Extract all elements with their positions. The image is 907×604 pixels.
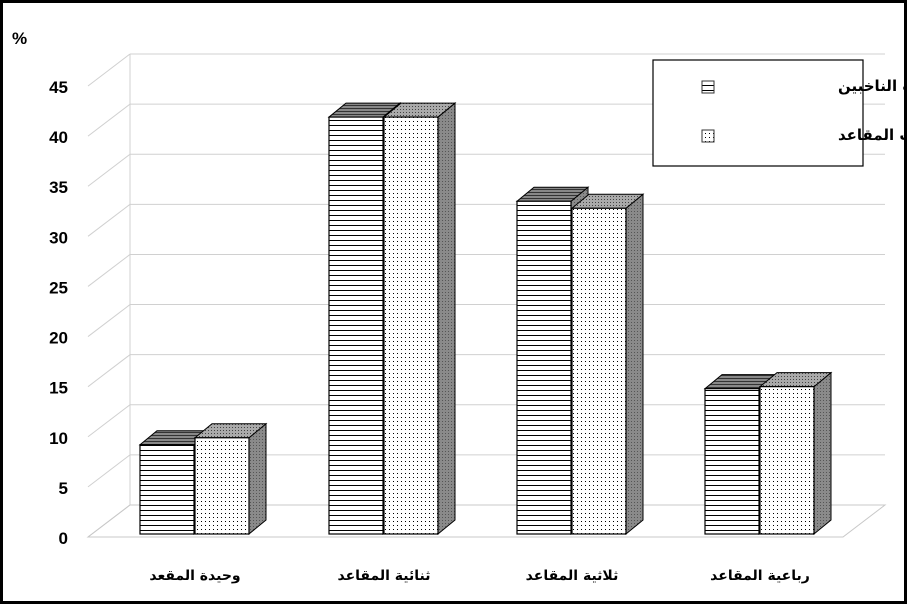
category-label: رباعية المقاعد: [710, 568, 810, 584]
legend-swatch-0: [701, 80, 715, 94]
bar-1-1: [382, 102, 457, 536]
gridline-diagonal-3: [87, 354, 131, 388]
gridline-diagonal-4: [87, 304, 131, 337]
bar-front: [759, 386, 815, 535]
gridline-diagonal-5: [87, 254, 131, 287]
bar-front: [571, 207, 627, 535]
y-tick-label: 15: [49, 379, 68, 398]
y-tick-label: 25: [49, 278, 68, 297]
chart-floor: [86, 504, 887, 538]
bar-front: [516, 200, 572, 535]
y-tick-label: 20: [49, 329, 68, 348]
legend-label-1: نسب المقاعد: [838, 126, 907, 144]
y-tick-label: 10: [49, 429, 68, 448]
category-label: وحيدة المقعد: [149, 568, 240, 584]
y-tick-label: 5: [59, 479, 68, 498]
gridline-diagonal-9: [87, 53, 131, 87]
bar-side: [437, 102, 456, 536]
gridline-diagonal-8: [87, 103, 131, 137]
bars: [138, 102, 833, 536]
y-axis-label: %: [12, 29, 27, 48]
y-tick-label: 40: [49, 128, 68, 147]
legend-box: [652, 59, 864, 167]
bar-1-2: [570, 193, 645, 536]
bar-front: [139, 444, 195, 535]
y-tick-label: 35: [49, 178, 68, 197]
bar-front: [383, 116, 439, 535]
legend: نسب الناخبين نسب المقاعد: [652, 59, 907, 167]
gridline-diagonal-6: [87, 203, 131, 237]
legend-label-0: نسب الناخبين: [838, 77, 907, 95]
bar-front: [194, 437, 250, 535]
gridline-diagonal-1: [87, 454, 131, 488]
bar-1-3: [758, 371, 833, 536]
category-label: ثلاثية المقاعد: [526, 568, 619, 584]
bar-side: [248, 422, 267, 536]
y-tick-label: 30: [49, 228, 68, 247]
gridline-diagonal-2: [87, 404, 131, 438]
legend-swatch-1: [701, 129, 715, 143]
category-label: ثنائية المقاعد: [338, 568, 431, 584]
bar-front: [328, 116, 384, 535]
bar-1-0: [193, 422, 268, 536]
y-tick-label: 0: [59, 529, 68, 548]
bar-front: [704, 388, 760, 535]
bar-side: [625, 193, 644, 536]
bar-side: [813, 371, 832, 536]
x-axis-categories: وحيدة المقعد ثنائية المقاعد ثلاثية المقاعد…: [149, 568, 809, 584]
y-axis: 0 5 10 15 20 25 30 35 40 45%: [12, 29, 68, 548]
y-tick-label: 45: [49, 78, 68, 97]
gridline-diagonal-7: [87, 153, 131, 187]
